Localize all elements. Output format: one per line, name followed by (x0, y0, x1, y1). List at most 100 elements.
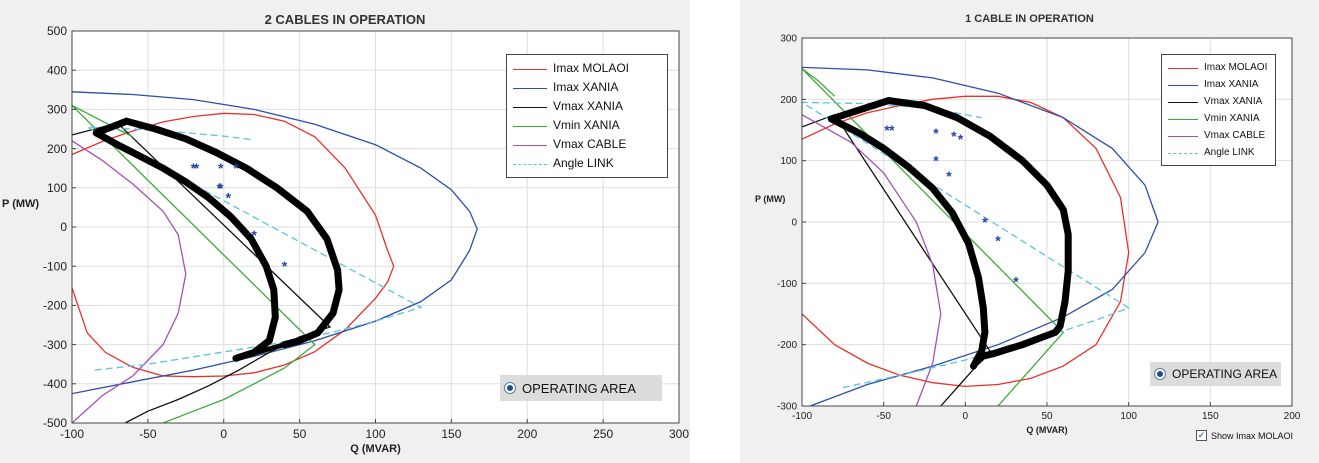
legend-label: Vmin XANIA (1204, 113, 1260, 124)
y-tick-label: -100 (43, 259, 67, 273)
operating-area-bottom-boundary (233, 342, 287, 361)
star-point: * (884, 122, 890, 138)
legend-swatch (513, 68, 547, 70)
y-tick-label: -100 (777, 279, 797, 290)
checkbox-label: Show Imax MOLAOI (1211, 430, 1294, 441)
y-tick-label: -300 (43, 338, 67, 352)
y-tick-label: -400 (43, 377, 67, 391)
star-point: * (282, 258, 288, 274)
series-line-imax-xania (802, 66, 1159, 406)
y-tick-label: 500 (47, 24, 67, 38)
plot-content: * * **** **** (802, 66, 1159, 406)
operating-area-inner-boundary (827, 115, 989, 370)
legend-item: Vmax CABLE (507, 135, 667, 154)
show-imax-molaoi-checkbox[interactable]: ✓ Show Imax MOLAOI (1196, 430, 1293, 441)
legend-item: Imax XANIA (1162, 76, 1275, 93)
legend-swatch (1168, 135, 1198, 137)
x-tick-label: 0 (220, 427, 227, 441)
operating-area-label: OPERATING AREA (522, 380, 636, 396)
legend-swatch (1168, 84, 1198, 86)
x-tick-label: -100 (792, 411, 812, 422)
star-point: * (889, 122, 895, 138)
series-line-angle-link (86, 126, 423, 371)
series-line-vmin-xania (72, 104, 316, 423)
star-point: * (191, 160, 197, 176)
x-tick-label: -100 (60, 427, 84, 441)
star-point: * (995, 232, 1001, 248)
operating-area-label: OPERATING AREA (1172, 367, 1278, 381)
legend-label: Vmax CABLE (1204, 130, 1266, 141)
series-line-angle-link (802, 101, 1131, 389)
x-tick-label: 100 (365, 427, 385, 441)
legend-label: Vmin XANIA (553, 118, 620, 132)
operating-area-button[interactable]: OPERATING AREA (500, 375, 662, 401)
radio-icon[interactable] (504, 382, 516, 394)
star-point: * (226, 190, 232, 206)
y-tick-label: 400 (47, 63, 67, 77)
y-tick-label: 200 (47, 142, 67, 156)
legend-swatch (513, 106, 547, 108)
star-point: * (933, 125, 939, 141)
x-tick-label: 200 (1284, 411, 1301, 422)
legend-label: Vmax CABLE (553, 137, 627, 151)
x-tick-label: 250 (593, 427, 613, 441)
legend-item: Vmin XANIA (507, 116, 667, 135)
y-tick-label: 100 (47, 181, 67, 195)
legend-label: Vmax XANIA (553, 99, 624, 113)
y-tick-label: -500 (43, 416, 67, 430)
chart-panel-1-cable: 1 CABLE IN OPERATION * * * * * * * * * * -100 -50 0 5… (740, 0, 1319, 463)
operating-area-top-boundary (92, 117, 131, 137)
series-line-vmax-cable (802, 114, 942, 406)
operating-area-top-boundary (827, 97, 893, 123)
checkbox-check-icon[interactable]: ✓ (1196, 430, 1207, 441)
radio-icon[interactable] (1154, 368, 1166, 380)
legend-item: Angle LINK (507, 154, 667, 173)
legend-item: Imax MOLAOI (507, 59, 667, 78)
legend-item: Imax MOLAOI (1162, 59, 1275, 76)
y-tick-label: -200 (43, 299, 67, 313)
y-tick-label: 200 (780, 95, 797, 106)
star-point: * (946, 168, 952, 184)
legend-item: Angle LINK (1162, 144, 1275, 161)
y-tick-label: 300 (780, 34, 797, 45)
legend-label: Imax MOLAOI (1204, 62, 1268, 73)
x-tick-label: 50 (293, 427, 307, 441)
star-point: * (218, 180, 224, 196)
y-tick-label: -200 (777, 340, 797, 351)
series-line-imax-molaoi (72, 112, 395, 378)
legend-item: Vmax XANIA (507, 97, 667, 116)
x-tick-label: 150 (1202, 411, 1219, 422)
y-tick-label: -300 (777, 402, 797, 413)
legend-swatch (513, 144, 547, 146)
operating-area-outer-boundary (123, 117, 343, 349)
y-tick-label: 100 (780, 156, 797, 167)
y-axis-label: P (MW) (2, 198, 39, 210)
legend-label: Angle LINK (1204, 147, 1255, 158)
star-point: * (958, 131, 964, 147)
x-tick-label: -50 (876, 411, 891, 422)
y-tick-label: 0 (60, 220, 67, 234)
x-tick-label: 150 (441, 427, 461, 441)
y-axis-label: P (MW) (755, 194, 785, 204)
operating-area-inner-boundary (92, 129, 279, 362)
chart-title: 2 CABLES IN OPERATION (264, 12, 426, 27)
operating-area-button[interactable]: OPERATING AREA (1150, 362, 1281, 386)
chart-legend: Imax MOLAOI Imax XANIA Vmax XANIA Vmin XANI… (506, 54, 668, 178)
x-tick-label: 200 (517, 427, 537, 441)
y-tick-label: 0 (791, 218, 797, 229)
series-line-imax-molaoi (802, 95, 1130, 388)
legend-item: Vmax CABLE (1162, 127, 1275, 144)
series-line-vmax-cable (72, 140, 187, 423)
legend-item: Imax XANIA (507, 78, 667, 97)
star-point: * (233, 160, 239, 176)
star-point: * (251, 227, 257, 243)
x-tick-label: 0 (963, 411, 969, 422)
x-tick-label: 300 (669, 427, 689, 441)
legend-swatch (513, 87, 547, 89)
plot-content: ** ******* (72, 91, 478, 423)
legend-swatch (513, 125, 547, 127)
series-line-imax-xania (72, 91, 478, 395)
legend-swatch (1168, 118, 1198, 120)
star-point: * (982, 214, 988, 230)
x-tick-label: 50 (1041, 411, 1053, 422)
